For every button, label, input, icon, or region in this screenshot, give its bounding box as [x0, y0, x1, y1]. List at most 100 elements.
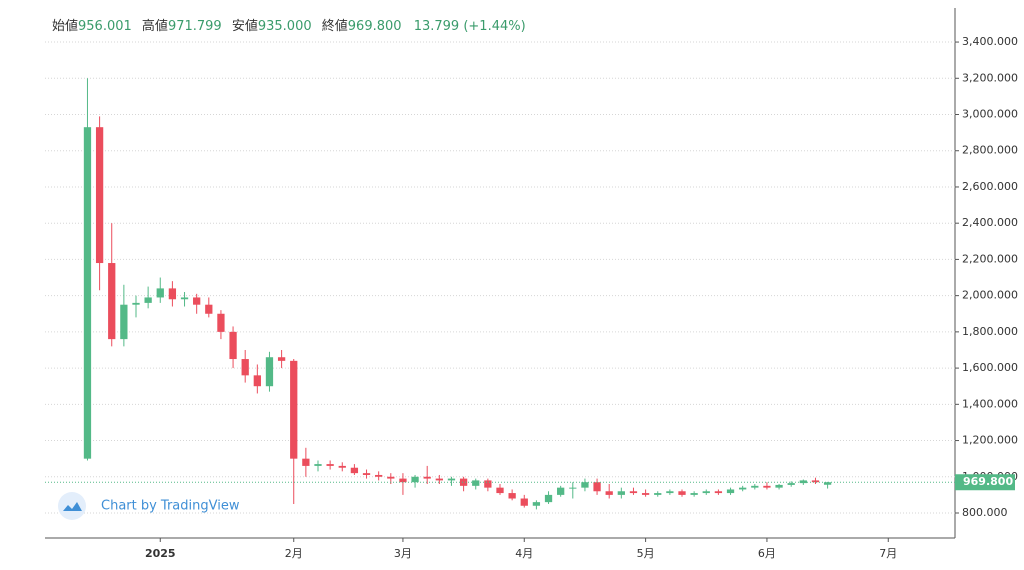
candle-body	[193, 297, 201, 305]
candle-body	[108, 263, 116, 340]
watermark: Chart by TradingView	[58, 492, 240, 520]
candle-body	[593, 482, 601, 492]
low-value: 935.000	[258, 19, 312, 34]
candle-body	[205, 304, 213, 314]
candle-body	[690, 493, 698, 495]
candle-body	[617, 491, 625, 495]
close-value: 969.800	[348, 19, 402, 34]
high-label: 高値	[142, 18, 168, 34]
y-tick-label: 3,200.000	[962, 71, 1018, 84]
x-tick-label: 3月	[394, 547, 412, 560]
candle-body	[132, 302, 140, 305]
candle-body	[739, 487, 747, 490]
candle-body	[459, 478, 468, 486]
candle-body	[520, 498, 528, 506]
y-tick-label: 2,800.000	[962, 144, 1018, 157]
high-value: 971.799	[168, 19, 222, 34]
change: 13.799	[414, 19, 460, 34]
candle-body	[411, 476, 419, 483]
watermark-text: Chart by TradingView	[101, 499, 240, 514]
ohlc-header: 始値956.001 高値971.799 安値935.000 終値969.800 …	[52, 18, 526, 34]
candle-body	[702, 491, 710, 494]
candle-body	[375, 474, 383, 477]
candle-body	[678, 491, 686, 495]
y-tick-label: 1,200.000	[962, 434, 1018, 447]
candle-body	[326, 464, 334, 466]
candle-body	[557, 487, 565, 495]
candle-body	[726, 489, 735, 494]
candle-body	[811, 480, 820, 483]
y-tick-label: 3,400.000	[962, 35, 1018, 48]
candle-body	[532, 502, 541, 506]
candle-body	[241, 359, 249, 376]
candle-body	[751, 485, 759, 488]
last-price-box	[955, 474, 1015, 491]
candle-body	[823, 482, 832, 485]
candle-body	[253, 375, 261, 387]
watermark-icon	[58, 492, 86, 520]
candle-body	[472, 480, 480, 486]
y-tick-label: 2,600.000	[962, 180, 1018, 193]
candle-body	[447, 478, 456, 481]
x-tick-label: 5月	[637, 547, 655, 560]
open-label: 始値	[52, 18, 78, 34]
x-tick-label: 2月	[285, 547, 303, 560]
candle-body	[387, 476, 395, 479]
y-tick-label: 2,400.000	[962, 216, 1018, 229]
candle-body	[496, 487, 504, 494]
candle-body	[180, 297, 189, 300]
candle-body	[484, 480, 492, 488]
candle-body	[120, 304, 128, 340]
candle-body	[399, 478, 407, 483]
candle-body	[302, 458, 310, 466]
y-tick-label: 2,000.000	[962, 289, 1018, 302]
candle-body	[569, 487, 577, 489]
last-price-label: 969.800	[963, 475, 1013, 488]
candle-body	[654, 493, 662, 495]
y-tick-label: 1,800.000	[962, 325, 1018, 338]
candle-body	[787, 483, 795, 485]
low-label: 安値	[232, 18, 258, 34]
x-tick-label: 2025	[145, 547, 176, 560]
y-tick-label: 1,600.000	[962, 361, 1018, 374]
candle-body	[290, 360, 298, 459]
y-tick-label: 2,200.000	[962, 252, 1018, 265]
candle-body	[581, 482, 589, 488]
candle-body	[714, 491, 723, 494]
candle-body	[641, 493, 650, 495]
candle-body	[423, 476, 431, 479]
candle-body	[629, 491, 638, 494]
candle-body	[217, 313, 225, 332]
change-pct: (+1.44%)	[463, 19, 525, 34]
y-tick-label: 3,000.000	[962, 108, 1018, 121]
candle-body	[277, 357, 286, 361]
candle-body	[229, 331, 237, 360]
candle-body	[168, 288, 177, 300]
candle-body	[508, 493, 516, 499]
watermark-logo	[63, 502, 82, 511]
candle-body	[95, 127, 104, 264]
candle-body	[156, 288, 164, 298]
x-tick-label: 6月	[758, 547, 776, 560]
x-tick-label: 7月	[879, 547, 897, 560]
candle-body	[544, 494, 553, 503]
open-value: 956.001	[78, 19, 132, 34]
candle-body	[338, 465, 346, 468]
candle-body	[144, 297, 152, 303]
candle-body	[83, 127, 92, 459]
candle-body	[799, 480, 807, 484]
candle-body	[763, 485, 771, 488]
candle-body	[775, 484, 783, 488]
y-tick-label: 1,400.000	[962, 397, 1018, 410]
candle-body	[666, 491, 674, 494]
candle-body	[350, 467, 359, 474]
candle-body	[605, 491, 613, 495]
candle-body	[265, 357, 274, 387]
candle-body	[362, 473, 371, 475]
close-label: 終値	[322, 18, 348, 34]
candle-body	[314, 464, 322, 466]
candle-body	[435, 478, 443, 481]
y-tick-label: 800.000	[962, 506, 1008, 519]
x-tick-label: 4月	[515, 547, 533, 560]
